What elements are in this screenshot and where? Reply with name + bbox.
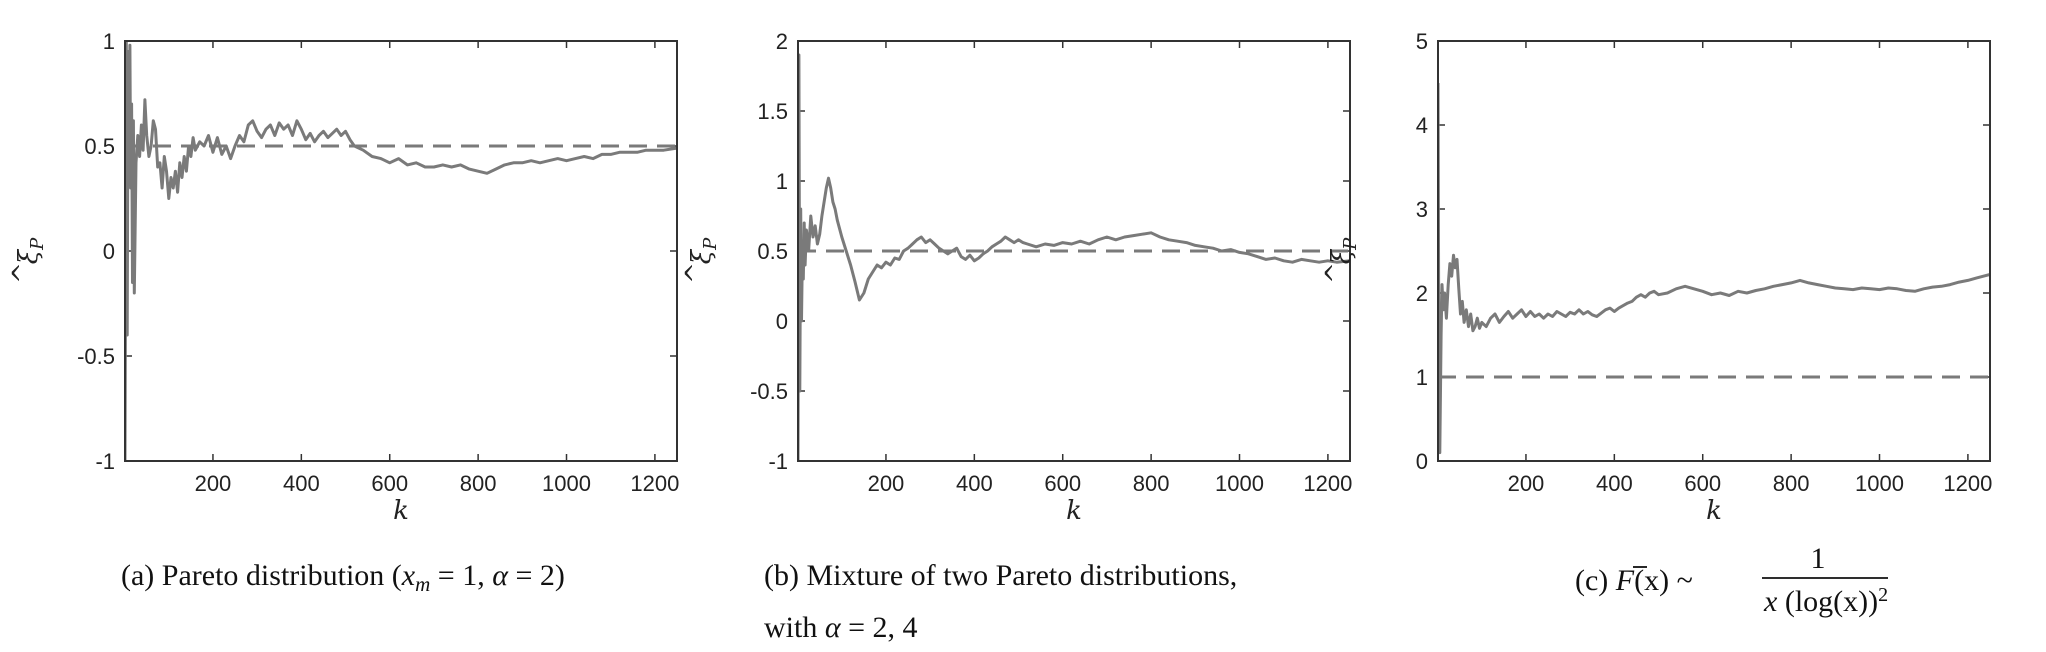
y-axis-label-hat: ^	[8, 262, 38, 284]
series-line	[125, 41, 677, 461]
y-axis-label-hat: ^	[1321, 262, 1351, 284]
x-tick-label: 400	[1596, 471, 1633, 496]
series-line	[798, 53, 1350, 461]
y-tick-label: 0	[103, 239, 115, 264]
x-tick-label: 800	[1133, 471, 1170, 496]
y-tick-label: 1	[1416, 365, 1428, 390]
x-tick-label: 400	[283, 471, 320, 496]
x-axis-label: k	[1706, 496, 1722, 526]
caption-b-line1: (b) Mixture of two Pareto distributions,	[764, 559, 1237, 592]
panel-a: 200 400 600 800 1000 1200 -1 -0.5 0 0.5 1 k ξP^	[8, 29, 679, 526]
x-tick-label: 400	[956, 471, 993, 496]
x-axis-label: k	[393, 496, 409, 526]
x-tick-label: 200	[868, 471, 905, 496]
y-tick-label: 2	[776, 29, 788, 54]
y-tick-label: 4	[1416, 113, 1428, 138]
caption-c-denominator: x (log(x))2	[1763, 584, 1888, 618]
x-tick-label: 1200	[1303, 471, 1352, 496]
caption-b-line2: with α = 2, 4	[764, 611, 918, 644]
y-axis-label: ξP	[14, 237, 48, 264]
x-tick-label: 200	[1508, 471, 1545, 496]
x-tick-label: 200	[195, 471, 232, 496]
y-tick-label: 0	[1416, 449, 1428, 474]
y-tick-label: 0.5	[84, 134, 115, 159]
x-tick-label: 1200	[630, 471, 679, 496]
caption-c: (c) F(x) ~ 1 x (log(x))2	[1575, 542, 1888, 618]
x-tick-label: 800	[1773, 471, 1810, 496]
x-tick-label: 600	[1684, 471, 1721, 496]
plot-frame	[124, 40, 678, 462]
y-tick-label: 2	[1416, 281, 1428, 306]
y-tick-label: 0.5	[757, 239, 788, 264]
panel-c: 200 400 600 800 1000 1200 0 1 2 3 4 5 k ξP^	[1321, 29, 1992, 526]
y-tick-label: 1	[103, 29, 115, 54]
caption-c-numerator: 1	[1811, 542, 1826, 575]
x-tick-label: 800	[460, 471, 497, 496]
y-tick-label: 5	[1416, 29, 1428, 54]
y-axis-label: ξP	[687, 237, 721, 264]
y-tick-label: 1	[776, 169, 788, 194]
y-tick-label: -1	[768, 449, 788, 474]
caption-c-lhs: (c) F(x) ~	[1575, 564, 1693, 597]
x-tick-label: 1000	[1855, 471, 1904, 496]
x-tick-label: 1000	[1215, 471, 1264, 496]
y-tick-label: 1.5	[757, 99, 788, 124]
y-tick-label: -1	[95, 449, 115, 474]
y-tick-label: -0.5	[750, 379, 788, 404]
x-tick-label: 1000	[542, 471, 591, 496]
caption-a: (a) Pareto distribution (xm = 1, α = 2)	[121, 559, 565, 596]
y-tick-label: 3	[1416, 197, 1428, 222]
x-axis-label: k	[1066, 496, 1082, 526]
y-tick-label: -0.5	[77, 344, 115, 369]
y-axis-label-hat: ^	[681, 262, 711, 284]
x-tick-label: 600	[1044, 471, 1081, 496]
x-tick-label: 600	[371, 471, 408, 496]
plot-frame	[1437, 40, 1991, 462]
x-tick-label: 1200	[1943, 471, 1992, 496]
plot-frame	[797, 40, 1351, 462]
series-line	[1438, 82, 1990, 455]
y-tick-label: 0	[776, 309, 788, 334]
y-axis-label: ξP	[1327, 237, 1361, 264]
